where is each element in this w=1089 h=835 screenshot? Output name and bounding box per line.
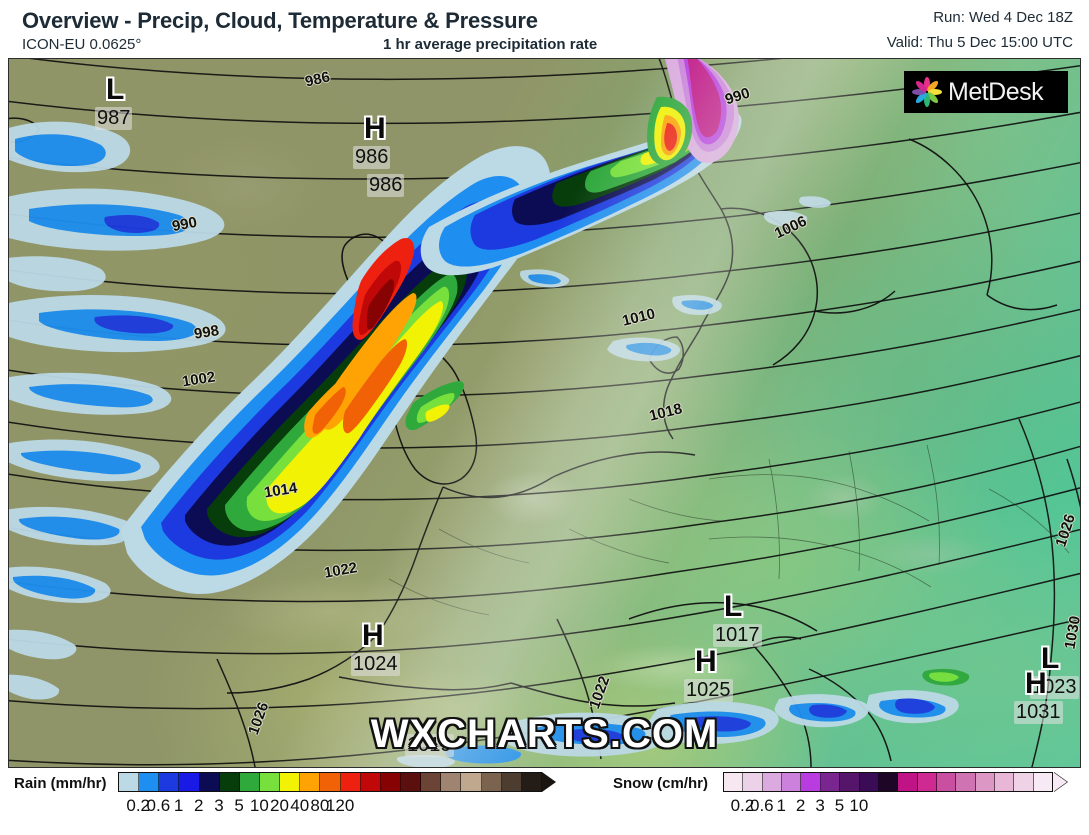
rain-tick: 5 <box>234 796 244 815</box>
rain-tick: 20 <box>270 796 289 815</box>
legend-bar: Rain (mm/hr) 0.2 0.6 1 2 3 5 10 20 40 80 120 Snow … <box>0 770 1089 835</box>
rain-tick: 80 <box>310 796 330 815</box>
snow-swatch <box>724 773 744 791</box>
rain-tick: 120 <box>325 796 355 815</box>
snow-tick: 0.2 <box>730 796 755 815</box>
pressure-centre-l: L <box>1041 642 1060 675</box>
snow-tick: 2 <box>795 796 806 815</box>
rain-tick: 40 <box>290 796 310 815</box>
snow-tick: 0.6 <box>749 796 774 815</box>
rain-swatch <box>219 773 240 791</box>
snow-swatch <box>859 773 879 791</box>
snow-swatch <box>936 773 957 791</box>
rain-swatch <box>380 773 401 791</box>
rain-tick: 3 <box>214 796 224 815</box>
rain-swatch <box>340 773 361 791</box>
rain-swatch <box>521 773 541 791</box>
pressure-centre-value: 987 <box>95 107 133 130</box>
snow-swatch <box>1014 773 1034 791</box>
header-bar: Overview - Precip, Cloud, Temperature & … <box>0 0 1089 58</box>
model-label: ICON-EU 0.0625° <box>22 36 142 53</box>
pressure-centre-l: L <box>106 73 125 106</box>
snow-swatch <box>995 773 1015 791</box>
pressure-centre-value: 1017 <box>713 624 762 647</box>
pressure-value-label: 1019 <box>405 734 454 757</box>
rain-swatch <box>421 773 442 791</box>
pressure-value-label: 986 <box>367 174 405 197</box>
snow-swatch <box>801 773 821 791</box>
snow-swatch <box>820 773 841 791</box>
rain-swatch <box>259 773 281 791</box>
snow-tick: 10 <box>849 796 869 815</box>
pressure-centre-value: 1025 <box>684 679 733 702</box>
rain-swatch <box>481 773 502 791</box>
metdesk-logo[interactable]: MetDesk <box>904 71 1068 113</box>
rain-tick: 1 <box>173 796 184 815</box>
rain-tick: 2 <box>194 796 204 815</box>
rain-swatch <box>441 773 462 791</box>
snow-swatch <box>762 773 783 791</box>
rain-legend-title: Rain (mm/hr) <box>14 775 107 792</box>
snow-swatch <box>840 773 860 791</box>
rain-tick: 0.6 <box>146 796 171 815</box>
rain-swatch <box>139 773 160 791</box>
run-timestamp: Run: Wed 4 Dec 18Z <box>933 9 1073 26</box>
snow-legend-title: Snow (cm/hr) <box>613 775 709 792</box>
rain-swatch <box>179 773 200 791</box>
snow-swatch <box>782 773 802 791</box>
rain-swatch <box>239 773 260 791</box>
rain-swatch <box>159 773 180 791</box>
snow-tick: 1 <box>776 796 786 815</box>
pressure-centre-h: H <box>1025 667 1047 700</box>
rain-tick: 10 <box>249 796 269 815</box>
snow-swatch <box>975 773 996 791</box>
rain-swatch <box>280 773 301 791</box>
rain-swatch <box>119 773 140 791</box>
pressure-centre-value: 1024 <box>351 653 400 676</box>
snow-colorbar-arrow <box>1053 772 1067 792</box>
snow-swatch <box>898 773 918 791</box>
snow-legend-ticks: 0.2 0.6 1 2 3 5 10 <box>723 796 1053 818</box>
snow-swatch <box>743 773 763 791</box>
pressure-centre-h: H <box>695 645 717 678</box>
snow-colorbar <box>723 772 1053 792</box>
map-vector-layer <box>9 59 1080 767</box>
snow-swatch <box>956 773 976 791</box>
metdesk-logo-text: MetDesk <box>948 77 1044 106</box>
cloud-layer <box>9 59 1080 767</box>
rain-swatch <box>360 773 381 791</box>
pressure-centre-value: 1023 <box>1030 676 1079 699</box>
rain-swatch <box>300 773 321 791</box>
rain-tick: 0.2 <box>126 796 151 815</box>
valid-timestamp: Valid: Thu 5 Dec 15:00 UTC <box>886 34 1073 51</box>
wxcharts-watermark: WXCHARTS.COM <box>370 712 719 756</box>
page-title: Overview - Precip, Cloud, Temperature & … <box>22 8 538 33</box>
rain-colorbar-arrow <box>542 772 556 792</box>
snow-swatch <box>1033 773 1053 791</box>
snow-tick: 5 <box>834 796 845 815</box>
snow-swatch <box>878 773 899 791</box>
pressure-centre-l: L <box>724 590 743 623</box>
subtitle-label: 1 hr average precipitation rate <box>383 36 598 53</box>
snow-tick: 3 <box>815 796 825 815</box>
weather-map[interactable]: L 987 H 986 H 1024 L 1017 H 1025 L 1023 H 1031 986 990… <box>8 58 1081 768</box>
rain-legend-ticks: 0.2 0.6 1 2 3 5 10 20 40 80 120 <box>118 796 542 818</box>
pressure-centre-h: H <box>362 619 384 652</box>
rain-colorbar <box>118 772 542 792</box>
rain-swatch <box>461 773 482 791</box>
metdesk-pinwheel-icon <box>912 77 942 107</box>
pressure-centre-value: 1031 <box>1014 701 1063 724</box>
pressure-centre-value: 986 <box>353 146 391 169</box>
pressure-centre-h: H <box>364 112 386 145</box>
rain-swatch <box>199 773 220 791</box>
snow-swatch <box>917 773 937 791</box>
rain-swatch <box>501 773 522 791</box>
rain-swatch <box>400 773 422 791</box>
rain-swatch <box>320 773 341 791</box>
